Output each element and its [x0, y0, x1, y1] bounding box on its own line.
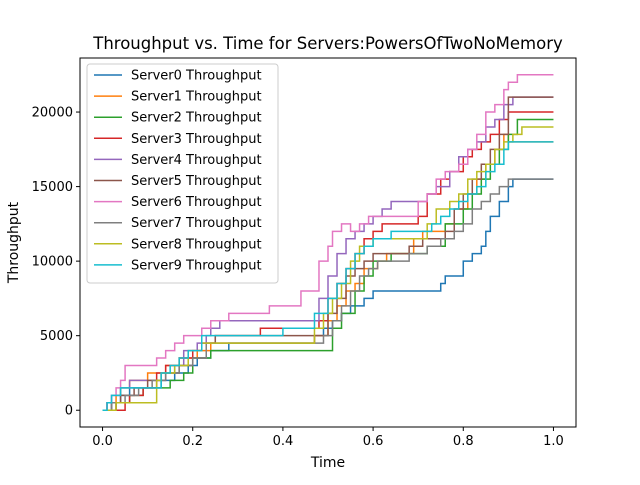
- series-line-server9: [102, 141, 554, 411]
- x-axis-label: Time: [310, 455, 345, 471]
- x-tick-label: 0.6: [363, 434, 384, 449]
- plot-frame: [79, 57, 577, 428]
- y-tick-label: 20000: [32, 106, 73, 121]
- legend-box: [86, 63, 279, 284]
- x-tick-label: 1.0: [543, 434, 564, 449]
- legend-label: Server4 Throughput: [131, 153, 262, 168]
- x-tick-label: 0.4: [273, 434, 294, 449]
- series-layer: [102, 74, 554, 411]
- legend-label: Server9 Throughput: [131, 258, 262, 273]
- series-line-server6: [102, 74, 554, 411]
- legend-label: Server3 Throughput: [131, 132, 262, 147]
- legend-label: Server8 Throughput: [131, 237, 262, 252]
- x-tick-label: 0.0: [92, 434, 113, 449]
- legend-label: Server1 Throughput: [131, 90, 262, 105]
- legend-label: Server5 Throughput: [131, 174, 262, 189]
- y-tick-label: 0: [65, 404, 73, 419]
- x-tick-label: 0.2: [182, 434, 203, 449]
- x-tick-label: 0.8: [453, 434, 474, 449]
- y-axis-ticks: 0 5000 10000 15000 20000: [32, 106, 80, 419]
- series-line-server8: [102, 126, 554, 411]
- chart-title: Throughput vs. Time for Servers:PowersOf…: [92, 34, 563, 53]
- legend-label: Server2 Throughput: [131, 111, 262, 126]
- legend: Server0 Throughput Server1 Throughput Serv…: [86, 63, 279, 284]
- x-axis-ticks: 0.0 0.2 0.4 0.6 0.8 1.0: [92, 427, 564, 449]
- y-tick-label: 10000: [32, 255, 73, 270]
- y-tick-label: 5000: [40, 329, 73, 344]
- series-line-server1: [102, 133, 554, 411]
- y-axis-label: Throughput: [6, 201, 22, 284]
- legend-label: Server6 Throughput: [131, 195, 262, 210]
- legend-label: Server7 Throughput: [131, 216, 262, 231]
- y-tick-label: 15000: [32, 180, 73, 195]
- legend-label: Server0 Throughput: [131, 69, 262, 84]
